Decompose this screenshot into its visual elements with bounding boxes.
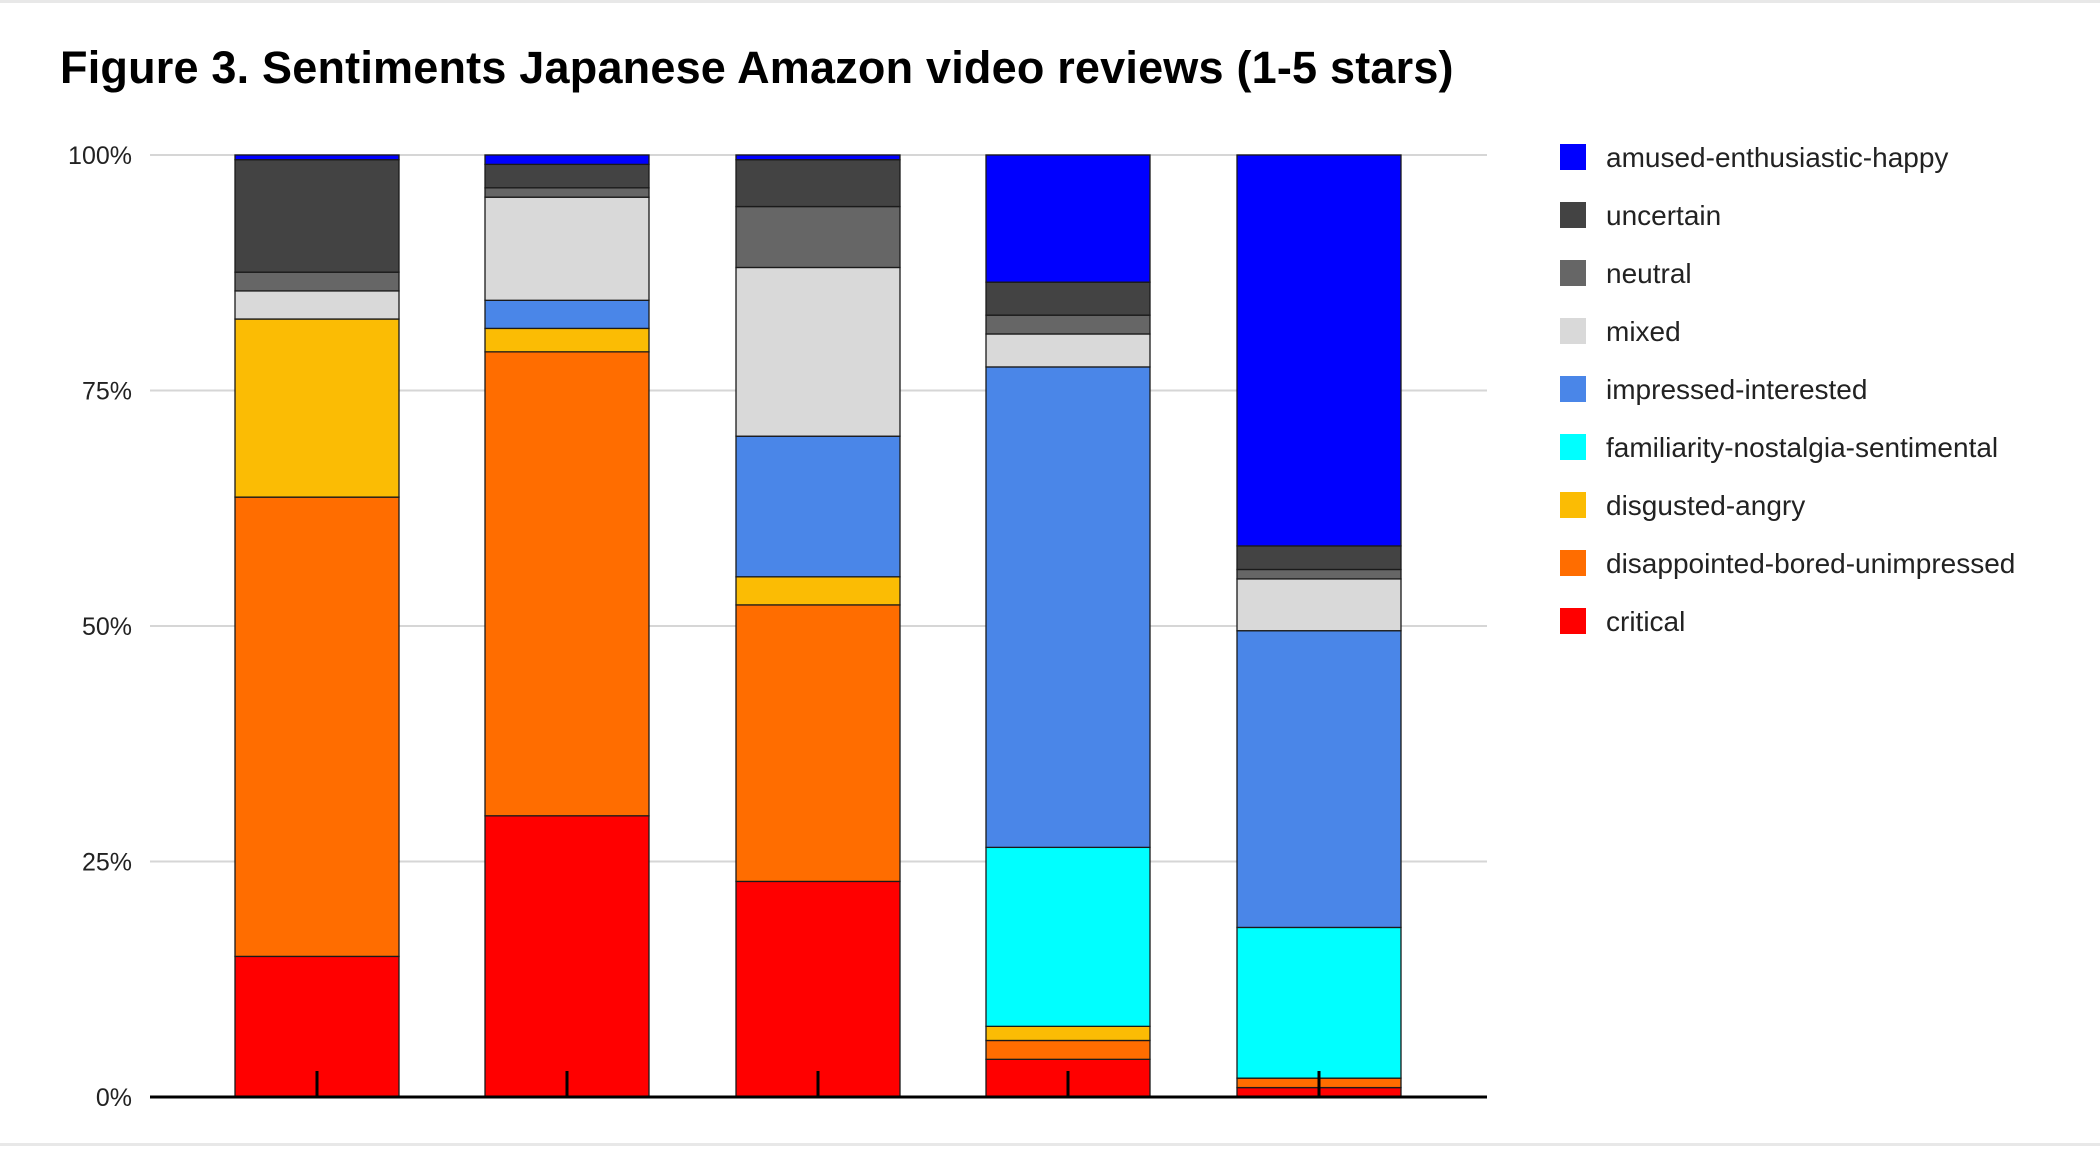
chart-title: Figure 3. Sentiments Japanese Amazon vid… bbox=[60, 42, 1454, 93]
bar-stack bbox=[735, 154, 901, 1098]
bar-segment bbox=[1236, 568, 1402, 580]
bar-segment bbox=[985, 1025, 1151, 1042]
legend-label: uncertain bbox=[1606, 200, 1721, 231]
legend-item: amused-enthusiastic-happy bbox=[1560, 142, 1948, 173]
bottom-divider bbox=[0, 1143, 2100, 1146]
legend-item: disgusted-angry bbox=[1560, 490, 1805, 521]
bar-segment bbox=[484, 187, 650, 198]
bar-segment bbox=[735, 576, 901, 606]
y-tick-label: 0% bbox=[96, 1084, 132, 1112]
bar-segment bbox=[735, 154, 901, 161]
bar-segment bbox=[985, 154, 1151, 283]
bar-segment bbox=[1236, 545, 1402, 571]
legend-label: neutral bbox=[1606, 258, 1692, 289]
bar-segment bbox=[484, 327, 650, 353]
bar-segment bbox=[735, 159, 901, 208]
legend-item: critical bbox=[1560, 606, 1685, 637]
bar-stack bbox=[985, 154, 1151, 1098]
legend-swatch bbox=[1560, 434, 1586, 460]
bar-segment bbox=[1236, 154, 1402, 547]
legend-swatch bbox=[1560, 144, 1586, 170]
bar-stack bbox=[234, 154, 400, 1098]
bar-segment bbox=[985, 846, 1151, 1027]
bar-segment bbox=[234, 496, 400, 958]
bar-segment bbox=[234, 159, 400, 273]
legend-label: critical bbox=[1606, 606, 1685, 637]
legend-item: disappointed-bored-unimpressed bbox=[1560, 548, 2015, 579]
top-divider bbox=[0, 0, 2100, 3]
y-tick-label: 75% bbox=[82, 378, 132, 406]
legend-item: familiarity-nostalgia-sentimental bbox=[1560, 432, 1998, 463]
legend-label: disgusted-angry bbox=[1606, 490, 1805, 521]
bar-segment bbox=[985, 366, 1151, 849]
bar-segment bbox=[1236, 926, 1402, 1079]
y-tick-label: 50% bbox=[82, 613, 132, 641]
bar-segment bbox=[484, 154, 650, 166]
bar-segment bbox=[234, 154, 400, 161]
legend-item: mixed bbox=[1560, 316, 1681, 347]
bar-segment bbox=[735, 604, 901, 883]
legend-label: familiarity-nostalgia-sentimental bbox=[1606, 432, 1998, 463]
legend-swatch bbox=[1560, 608, 1586, 634]
legend: amused-enthusiastic-happy uncertain neutra… bbox=[1560, 142, 2015, 637]
legend-label: amused-enthusiastic-happy bbox=[1606, 142, 1948, 173]
y-tick-label: 25% bbox=[82, 849, 132, 877]
bar-segment bbox=[234, 271, 400, 292]
legend-swatch bbox=[1560, 318, 1586, 344]
bar-segment bbox=[484, 815, 650, 1098]
bar-segment bbox=[234, 290, 400, 320]
bar-segment bbox=[484, 299, 650, 330]
legend-swatch bbox=[1560, 376, 1586, 402]
bar-segment bbox=[234, 318, 400, 498]
legend-item: uncertain bbox=[1560, 200, 1721, 231]
bar-stack bbox=[1236, 154, 1402, 1098]
legend-item: impressed-interested bbox=[1560, 374, 1867, 405]
legend-label: mixed bbox=[1606, 316, 1681, 347]
legend-item: neutral bbox=[1560, 258, 1692, 289]
y-tick-label: 100% bbox=[68, 142, 132, 170]
bar-segment bbox=[985, 333, 1151, 368]
bar-segment bbox=[484, 351, 650, 817]
bar-segment bbox=[735, 266, 901, 437]
bar-segment bbox=[985, 314, 1151, 335]
bar-segment bbox=[735, 880, 901, 1098]
bar-stack bbox=[484, 154, 650, 1098]
legend-label: impressed-interested bbox=[1606, 374, 1867, 405]
bar-segment bbox=[985, 1039, 1151, 1060]
legend-swatch bbox=[1560, 550, 1586, 576]
bar-segment bbox=[735, 435, 901, 578]
bar-segment bbox=[1236, 630, 1402, 929]
legend-swatch bbox=[1560, 202, 1586, 228]
legend-swatch bbox=[1560, 260, 1586, 286]
bar-segment bbox=[1236, 578, 1402, 632]
bar-segment bbox=[985, 281, 1151, 316]
legend-label: disappointed-bored-unimpressed bbox=[1606, 548, 2015, 579]
bar-segment bbox=[484, 196, 650, 301]
bar-segment bbox=[484, 163, 650, 189]
legend-swatch bbox=[1560, 492, 1586, 518]
bar-segment bbox=[735, 205, 901, 269]
